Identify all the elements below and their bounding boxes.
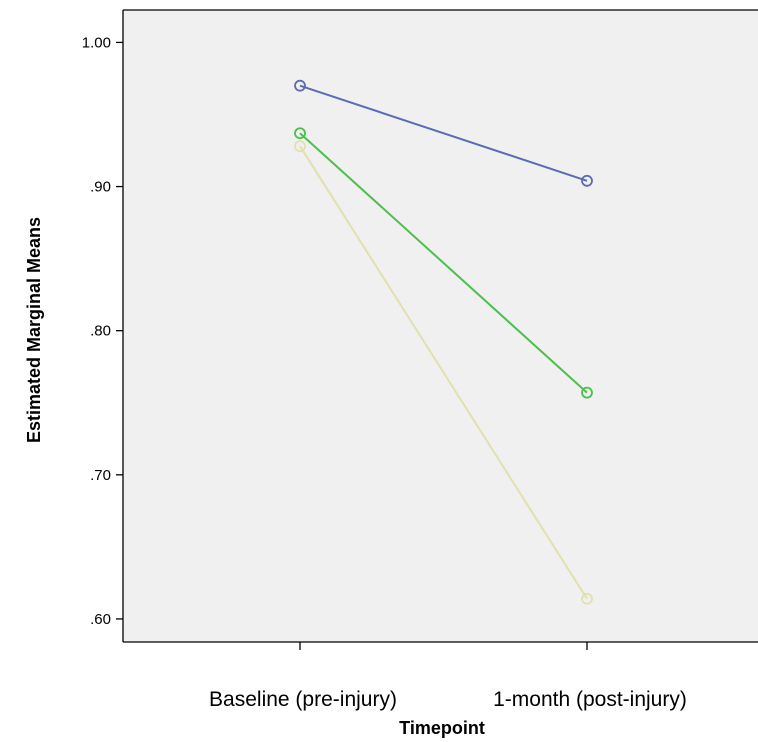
y-tick-label: 1.00 — [82, 34, 111, 51]
series-layer — [294, 79, 593, 605]
x-axis-ticks: Baseline (pre-injury) 1-month (post-injur… — [209, 642, 687, 711]
plot-area — [123, 10, 758, 642]
series-line-1 — [299, 84, 588, 182]
series-1-point-2 — [581, 174, 593, 187]
series-3-point-2 — [581, 592, 593, 605]
y-axis-title: Estimated Marginal Means — [24, 217, 44, 443]
x-tick-label: Baseline (pre-injury) — [209, 688, 397, 711]
y-tick-label: .70 — [90, 467, 111, 484]
series-1-point-1 — [294, 79, 306, 92]
series-line-2 — [299, 132, 588, 394]
series-2-point-1 — [294, 127, 306, 140]
y-tick-label: .80 — [90, 323, 111, 340]
series-line-3 — [299, 145, 588, 600]
series-2-point-2 — [581, 386, 593, 399]
y-tick-label: .90 — [90, 179, 111, 196]
x-tick-label: 1-month (post-injury) — [493, 688, 687, 711]
x-axis-title: Timepoint — [399, 718, 485, 738]
y-tick-label: .60 — [90, 611, 111, 628]
y-axis-ticks: 1.00 .90 .80 .70 .60 — [82, 34, 123, 628]
series-3-point-1 — [294, 140, 306, 153]
